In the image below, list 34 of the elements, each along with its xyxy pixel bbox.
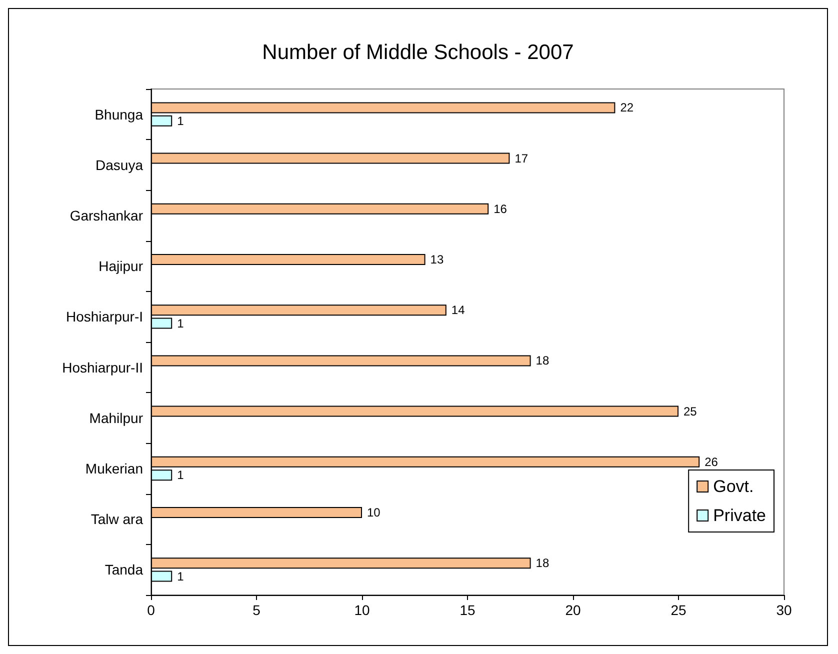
data-label: 1 <box>177 316 184 330</box>
y-tick-label: Hajipur <box>98 258 144 274</box>
data-label: 22 <box>620 100 634 115</box>
x-tick-label: 5 <box>252 602 261 618</box>
data-label: 14 <box>451 303 466 318</box>
chart-title: Number of Middle Schools - 2007 <box>262 41 574 64</box>
data-label: 17 <box>514 151 528 166</box>
y-tick-label: Mukerian <box>85 460 143 476</box>
data-label: 13 <box>430 252 444 266</box>
data-label: 1 <box>177 114 184 128</box>
x-tick-label: 10 <box>354 602 370 618</box>
data-label: 1 <box>177 569 184 584</box>
data-label: 18 <box>536 354 550 368</box>
y-tick-label: Dasuya <box>96 156 144 173</box>
x-tick-label: 15 <box>460 602 476 618</box>
legend-label: Private <box>713 506 766 525</box>
y-tick-label: Garshankar <box>70 208 144 224</box>
data-label: 16 <box>494 202 508 216</box>
y-tick-label: Hoshiarpur-I <box>66 308 143 325</box>
legend-label: Govt. <box>713 477 754 496</box>
x-tick-label: 0 <box>147 602 156 618</box>
y-tick-label: Tanda <box>104 562 144 578</box>
y-tick-label: Mahilpur <box>89 410 144 426</box>
data-label: 26 <box>704 454 718 469</box>
data-label: 10 <box>367 506 381 520</box>
y-tick-label: Hoshiarpur-II <box>62 359 143 376</box>
data-label: 18 <box>536 556 550 570</box>
data-label: 25 <box>684 404 698 418</box>
x-tick-label: 25 <box>670 602 686 618</box>
y-tick-label: Talw ara <box>90 511 144 528</box>
y-tick-label: Bhunga <box>94 106 144 122</box>
x-tick-label: 20 <box>565 602 581 618</box>
data-label: 1 <box>177 468 184 482</box>
x-tick-label: 30 <box>776 602 792 618</box>
